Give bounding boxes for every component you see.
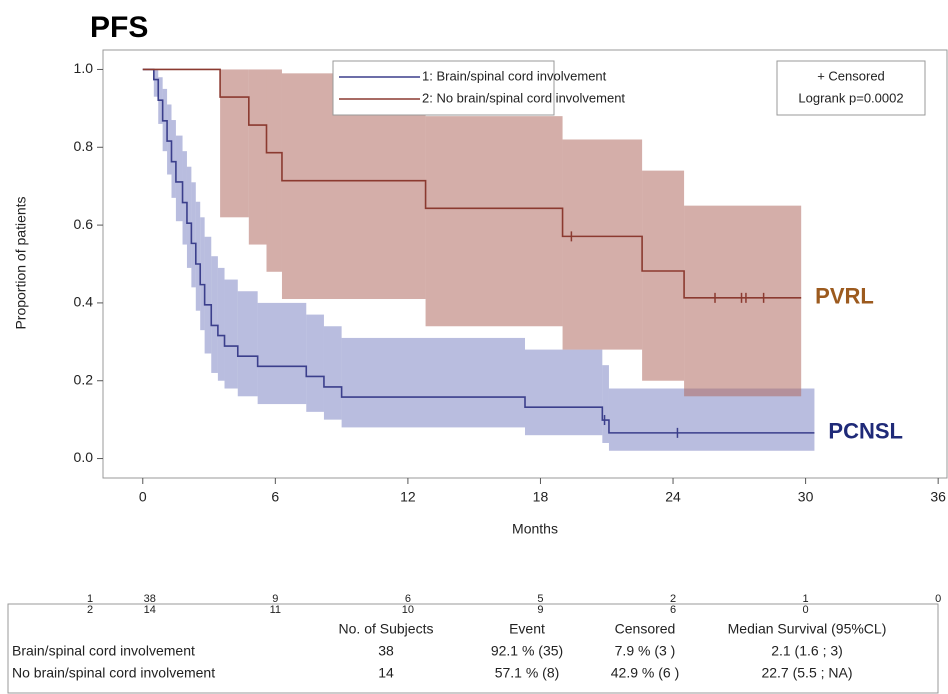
series-label: PVRL	[815, 284, 874, 309]
table-cell: 38	[378, 643, 394, 659]
x-tick-label: 30	[798, 489, 814, 505]
table-header: No. of Subjects	[339, 621, 434, 637]
risk-count: 9	[537, 604, 543, 616]
band-segment	[248, 69, 267, 245]
y-tick-label: 0.2	[74, 371, 94, 387]
plot-area	[153, 69, 815, 451]
risk-count: 10	[402, 604, 414, 616]
table-header: Event	[509, 621, 545, 637]
table-row-label: Brain/spinal cord involvement	[12, 643, 195, 659]
band-segment	[204, 236, 212, 354]
risk-count: 5	[537, 593, 543, 605]
y-tick-label: 0.4	[74, 294, 94, 310]
band-segment	[186, 166, 192, 268]
band-segment	[217, 267, 225, 381]
band-segment	[602, 365, 609, 443]
table-cell: 42.9 % (6 )	[611, 665, 679, 681]
table-row-label: No brain/spinal cord involvement	[12, 665, 215, 681]
risk-count: 0	[803, 604, 809, 616]
risk-count: 9	[272, 593, 278, 605]
table-cell: 2.1 (1.6 ; 3)	[771, 643, 843, 659]
band-segment	[608, 388, 815, 451]
table-cell: 7.9 % (3 )	[615, 643, 676, 659]
band-segment	[562, 139, 643, 350]
table-cell: 14	[378, 665, 394, 681]
table-header: Censored	[615, 621, 676, 637]
confidence-band	[153, 69, 815, 451]
band-segment	[525, 349, 603, 436]
y-axis-label: Proportion of patients	[13, 196, 29, 329]
y-tick-label: 0.6	[74, 216, 94, 232]
table-header: Median Survival (95%CL)	[728, 621, 887, 637]
x-tick-label: 0	[139, 489, 147, 505]
series-label: PCNSL	[828, 419, 903, 444]
band-segment	[306, 314, 324, 412]
band-segment	[191, 182, 196, 288]
x-tick-label: 36	[930, 489, 946, 505]
x-axis-label: Months	[512, 521, 558, 537]
y-tick-label: 0.8	[74, 138, 94, 154]
band-segment	[182, 151, 187, 245]
risk-row-label: 1	[87, 593, 93, 605]
band-segment	[171, 120, 176, 198]
band-segment	[341, 337, 525, 428]
y-tick-label: 1.0	[74, 60, 94, 76]
band-segment	[642, 170, 685, 381]
band-segment	[257, 302, 307, 405]
survival-line	[142, 68, 815, 434]
band-segment	[425, 116, 563, 327]
risk-row-label: 2	[87, 604, 93, 616]
band-segment	[237, 291, 258, 397]
band-segment	[266, 69, 282, 272]
risk-count: 11	[270, 604, 281, 616]
legend-note: Logrank p=0.0002	[798, 90, 903, 105]
note-box	[776, 60, 926, 116]
plot-frame	[102, 49, 948, 479]
chart-title: PFS	[90, 11, 148, 44]
risk-count: 1	[803, 593, 809, 605]
legend-note: + Censored	[817, 68, 885, 83]
band-segment	[195, 201, 201, 311]
x-tick-label: 18	[533, 489, 549, 505]
table-cell: 22.7 (5.5 ; NA)	[761, 665, 852, 681]
band-segment	[153, 69, 159, 97]
table-cell: 57.1 % (8)	[495, 665, 560, 681]
legend-box	[332, 60, 555, 116]
risk-count: 6	[405, 593, 411, 605]
band-segment	[220, 69, 249, 218]
risk-count: 38	[144, 593, 156, 605]
band-segment	[323, 326, 342, 420]
band-segment	[200, 217, 205, 331]
legend-label: 2: No brain/spinal cord involvement	[422, 90, 625, 105]
risk-count: 14	[144, 604, 156, 616]
band-segment	[167, 104, 172, 175]
x-tick-label: 24	[665, 489, 681, 505]
y-tick-label: 0.0	[74, 449, 94, 465]
x-tick-label: 6	[271, 489, 279, 505]
survival-line	[142, 68, 802, 299]
x-tick-label: 12	[400, 489, 416, 505]
risk-count: 6	[670, 604, 676, 616]
risk-count: 0	[935, 593, 941, 605]
risk-count: 2	[670, 593, 676, 605]
band-segment	[175, 135, 183, 222]
summary-frame	[7, 603, 939, 694]
band-segment	[684, 205, 802, 397]
legend-label: 1: Brain/spinal cord involvement	[422, 68, 607, 83]
table-cell: 92.1 % (35)	[491, 643, 563, 659]
band-segment	[211, 256, 218, 373]
band-segment	[224, 279, 238, 389]
